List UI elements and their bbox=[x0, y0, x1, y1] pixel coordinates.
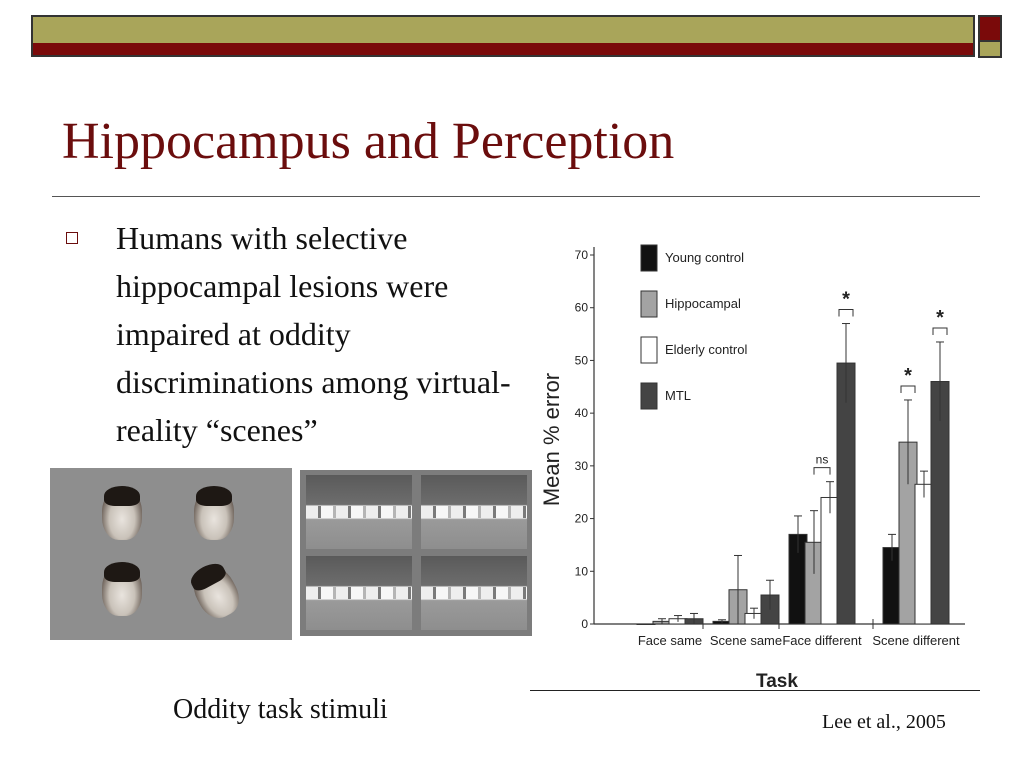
slide-title: Hippocampus and Perception bbox=[62, 113, 675, 170]
corner-block-olive bbox=[978, 40, 1002, 58]
bar-elderly-control bbox=[820, 496, 840, 625]
x-axis-label: Task bbox=[756, 671, 798, 690]
y-tick-label: 60 bbox=[575, 301, 589, 315]
bar-elderly-control bbox=[914, 483, 934, 625]
significance-bracket bbox=[900, 385, 916, 393]
face-head bbox=[102, 486, 142, 540]
significance-bracket bbox=[932, 327, 948, 335]
legend-swatch bbox=[640, 290, 658, 318]
scene-thumbnail bbox=[421, 556, 527, 630]
face-head bbox=[194, 486, 234, 540]
face-head bbox=[186, 559, 246, 625]
x-tick-label: Face same bbox=[638, 633, 702, 648]
y-tick-label: 50 bbox=[575, 353, 589, 367]
scene-thumbnail bbox=[421, 475, 527, 549]
x-tick-label: Scene different bbox=[872, 633, 960, 648]
y-tick-label: 0 bbox=[581, 617, 588, 631]
bullet-text: Humans with selective hippocampal lesion… bbox=[116, 220, 511, 448]
scene-thumbnail bbox=[306, 556, 412, 630]
maroon-band bbox=[33, 43, 973, 55]
y-tick-label: 40 bbox=[575, 406, 589, 420]
chart-divider bbox=[530, 690, 980, 691]
legend-swatch bbox=[640, 382, 658, 410]
y-tick-label: 20 bbox=[575, 512, 589, 526]
y-axis-label: Mean % error bbox=[539, 373, 564, 506]
top-decor-bar bbox=[31, 15, 975, 57]
legend-swatch bbox=[640, 336, 658, 364]
significance-label: * bbox=[904, 365, 912, 387]
bar-young-control bbox=[636, 623, 656, 625]
face-head bbox=[102, 562, 142, 616]
citation: Lee et al., 2005 bbox=[822, 711, 946, 733]
y-tick-label: 70 bbox=[575, 248, 589, 262]
legend-label: Hippocampal bbox=[665, 296, 741, 311]
y-tick-label: 10 bbox=[575, 564, 589, 578]
x-tick-label: Scene same bbox=[710, 633, 782, 648]
legend-label: MTL bbox=[665, 388, 691, 403]
significance-bracket bbox=[838, 309, 854, 317]
error-bar-chart: 0 10 20 30 40 50 60 70 Mean % error Task Face same… bbox=[539, 244, 965, 690]
x-tick-label: Face different bbox=[782, 633, 862, 648]
significance-bracket bbox=[813, 467, 831, 475]
scenes-stimuli-image bbox=[300, 470, 532, 636]
legend-label: Elderly control bbox=[665, 342, 747, 357]
square-bullet-icon bbox=[66, 232, 78, 244]
significance-label: * bbox=[842, 289, 850, 311]
faces-stimuli-image bbox=[50, 468, 292, 640]
corner-block-maroon bbox=[978, 15, 1002, 42]
y-tick-label: 30 bbox=[575, 459, 589, 473]
significance-label: * bbox=[936, 307, 944, 329]
significance-label: ns bbox=[816, 453, 829, 467]
legend-swatch bbox=[640, 244, 658, 272]
title-divider bbox=[52, 196, 980, 197]
legend-label: Young control bbox=[665, 250, 744, 265]
image-caption: Oddity task stimuli bbox=[173, 694, 388, 725]
scene-thumbnail bbox=[306, 475, 412, 549]
olive-band bbox=[33, 17, 973, 45]
